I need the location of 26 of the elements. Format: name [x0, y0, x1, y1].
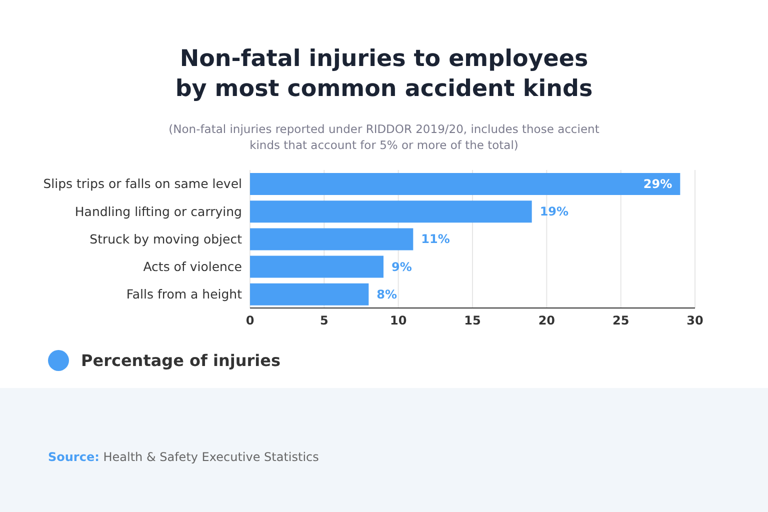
x-tick-label: 25 [612, 314, 630, 328]
y-tick-label: Acts of violence [143, 259, 242, 274]
bar [250, 256, 384, 278]
data-label: 9% [392, 260, 412, 274]
x-tick-label: 10 [390, 314, 407, 328]
source-note: Source: Health & Safety Executive Statistics [48, 450, 319, 464]
x-tick-label: 20 [538, 314, 556, 328]
bar [250, 228, 414, 250]
bar [250, 283, 369, 306]
data-label: 8% [376, 287, 398, 302]
chart-subtitle: (Non-fatal injuries reported under RIDDOR 2019/20, includes those accient kinds that account for 5% or more of the total) [168, 121, 600, 153]
x-tick-label: 0 [246, 314, 254, 328]
chart-title: Non-fatal injuries to employees by most common accident kinds [174, 45, 594, 104]
y-tick-label: Falls from a height [126, 286, 242, 302]
bar [250, 200, 532, 223]
x-tick-label: 15 [464, 314, 481, 328]
y-tick-label: Struck by moving object [90, 231, 242, 246]
bar [250, 173, 680, 195]
x-tick-label: 5 [320, 314, 328, 328]
y-tick-label: Handling lifting or carrying [74, 204, 242, 219]
data-label: 11% [421, 232, 450, 246]
data-label: 29% [643, 177, 672, 191]
y-tick-label: Slips trips or falls on same level [43, 176, 242, 192]
data-label: 19% [540, 204, 569, 219]
x-tick-label: 30 [686, 314, 704, 328]
legend-label: Percentage of injuries [81, 351, 281, 370]
